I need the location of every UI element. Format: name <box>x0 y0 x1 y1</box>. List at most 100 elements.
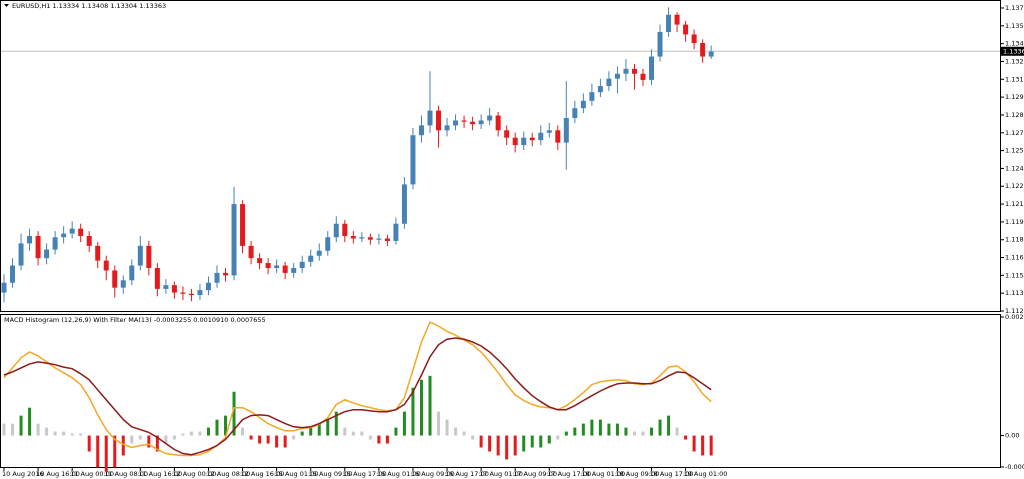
candle-body <box>563 118 569 143</box>
histogram-bar <box>317 423 321 436</box>
indicator-line <box>3 321 712 457</box>
histogram-bar <box>266 435 270 444</box>
price-panel <box>0 0 1001 312</box>
histogram-bar <box>428 375 432 436</box>
histogram-bar <box>488 435 492 452</box>
histogram-bar <box>573 427 577 436</box>
candle-body <box>580 100 586 109</box>
y-tick-label: 1.12265 <box>1005 182 1024 190</box>
candle-body <box>427 110 433 126</box>
histogram-bar <box>419 379 423 436</box>
histogram-bar <box>641 431 645 436</box>
histogram-bar <box>198 431 202 436</box>
candle-body <box>171 285 177 293</box>
histogram-bar <box>215 419 219 436</box>
menu-triangle[interactable] <box>4 4 9 7</box>
candle-body <box>444 125 450 131</box>
histogram-bar <box>607 423 611 436</box>
histogram-bar <box>309 427 313 436</box>
candle-body <box>436 110 442 131</box>
candle-body <box>376 238 382 240</box>
y-tick-label: 1.12410 <box>1005 164 1024 172</box>
candle-body <box>308 255 314 262</box>
candle-body <box>614 73 620 79</box>
x-tick-label: 16 Aug 01:00 <box>377 470 421 478</box>
histogram-bar <box>45 427 49 436</box>
y-tick-label: 1.12990 <box>1005 93 1024 101</box>
candle-body <box>504 130 510 138</box>
x-tick-label: 16 Aug 17:00 <box>445 470 489 478</box>
candle-body <box>657 31 663 57</box>
candle-body <box>546 130 552 133</box>
histogram-bar <box>351 431 355 436</box>
candle-body <box>205 282 211 291</box>
candle-body <box>325 237 331 251</box>
x-tick-label: 19 Aug 01:00 <box>684 470 728 478</box>
candle-body <box>384 238 390 241</box>
histogram-bar <box>385 435 389 444</box>
candle-body <box>188 293 194 296</box>
x-tick-label: 17 Aug 01:00 <box>479 470 523 478</box>
y-tick-label: 1.11975 <box>1005 218 1024 226</box>
histogram-bar <box>87 435 91 452</box>
candle-body <box>674 14 680 25</box>
candle-body <box>274 265 280 268</box>
candle-body <box>589 92 595 101</box>
y-tick-label: 1.13570 <box>1005 22 1024 30</box>
y-tick-label: 1.11540 <box>1005 271 1024 279</box>
histogram-bar <box>130 435 134 444</box>
histogram-bar <box>283 435 287 448</box>
candle-body <box>299 261 305 268</box>
candle-body <box>521 137 527 146</box>
candle-body <box>708 51 714 57</box>
histogram-bar <box>121 435 125 456</box>
y-tick-label: 1.13280 <box>1005 57 1024 65</box>
histogram-bar <box>292 435 296 440</box>
candle-body <box>367 237 373 240</box>
histogram-bar <box>701 435 705 456</box>
candle-body <box>470 121 476 125</box>
candle-body <box>180 292 186 294</box>
histogram-bar <box>164 435 168 444</box>
y-tick-label: 1.13715 <box>1005 4 1024 12</box>
histogram-bar <box>113 435 117 468</box>
y-tick-label: 1.11685 <box>1005 254 1024 262</box>
histogram-bar <box>104 435 108 472</box>
y-tick-label: -0.00079 <box>1005 463 1024 471</box>
histogram-bar <box>155 435 159 452</box>
candle-body <box>453 120 459 126</box>
y-tick-label: 1.11830 <box>1005 236 1024 244</box>
chart-title: EURUSD,H1 1.13334 1.13408 1.13304 1.1336… <box>12 2 166 10</box>
histogram-bar <box>360 431 364 436</box>
candle-body <box>487 115 493 121</box>
candle-body <box>316 250 322 256</box>
histogram-bar <box>334 411 338 436</box>
histogram-bar <box>564 431 568 436</box>
histogram-bar <box>445 419 449 436</box>
candle-body <box>129 265 135 281</box>
candle-body <box>597 86 603 93</box>
histogram-bar <box>581 423 585 436</box>
last-price-box <box>1001 46 1024 56</box>
histogram-bar <box>624 427 628 436</box>
candle-body <box>529 137 535 141</box>
candle-body <box>78 228 84 237</box>
histogram-bar <box>79 433 83 436</box>
histogram-bar <box>53 431 57 436</box>
candle-body <box>623 68 629 74</box>
candle-body <box>401 184 407 224</box>
x-tick-label: 12 Aug 08:00 <box>206 470 250 478</box>
histogram-bar <box>547 435 551 444</box>
candle-body <box>154 267 160 289</box>
histogram-bar <box>479 435 483 448</box>
y-tick-label: 0.002978 <box>1005 313 1024 321</box>
histogram-bar <box>28 407 32 436</box>
candle-body <box>555 130 561 143</box>
y-tick-label: 1.13135 <box>1005 75 1024 83</box>
candle-body <box>350 236 356 239</box>
histogram-bar <box>513 435 517 456</box>
marks: 1.13715 1.13570 1.13425 1.13280 1.13135 1.129… <box>1 4 1024 478</box>
x-tick-label: 18 Aug 17:00 <box>650 470 694 478</box>
candle-body <box>18 243 24 266</box>
